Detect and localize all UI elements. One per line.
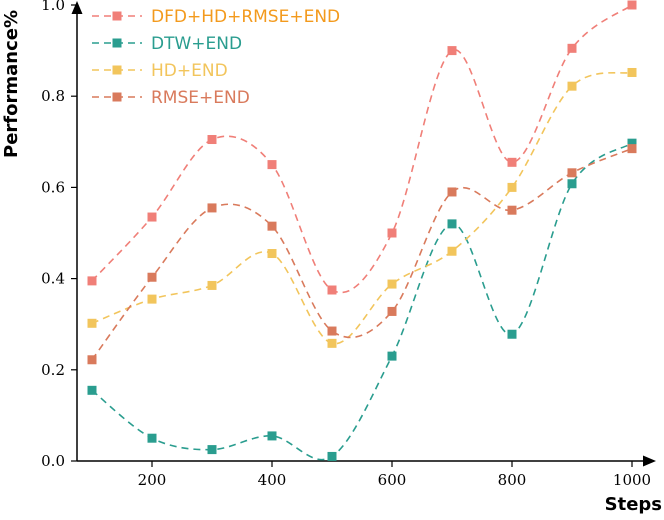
legend-marker <box>112 92 122 102</box>
y-tick-label: 0.2 <box>41 361 65 379</box>
legend-marker <box>112 11 122 21</box>
x-tick-label: 600 <box>378 471 407 489</box>
data-point <box>207 280 217 290</box>
data-point <box>567 81 577 91</box>
data-point <box>147 272 157 282</box>
legend-marker <box>112 38 122 48</box>
data-point <box>507 329 517 339</box>
data-point <box>567 43 577 53</box>
data-point <box>87 318 97 328</box>
data-point <box>327 285 337 295</box>
data-point <box>507 157 517 167</box>
data-point <box>627 0 637 10</box>
data-point <box>267 221 277 231</box>
data-point <box>207 445 217 455</box>
data-point <box>207 135 217 145</box>
x-tick-label: 200 <box>138 471 167 489</box>
legend-marker <box>112 65 122 75</box>
y-tick-label: 0.8 <box>41 87 65 105</box>
series-line-0 <box>91 4 633 294</box>
data-point <box>267 249 277 259</box>
data-point <box>147 294 157 304</box>
data-point <box>627 144 637 154</box>
series-line-1 <box>91 142 633 461</box>
legend-label: DTW+END <box>151 34 242 54</box>
x-tick-label: 400 <box>258 471 287 489</box>
axes <box>71 1 656 467</box>
data-point <box>507 205 517 215</box>
data-point <box>627 138 637 148</box>
x-tick-label: 800 <box>498 471 527 489</box>
data-point <box>387 228 397 238</box>
legend-label: RMSE+END <box>151 88 250 108</box>
data-point <box>507 182 517 192</box>
data-point <box>87 385 97 395</box>
x-tick-label: 1000 <box>613 471 651 489</box>
data-point <box>387 351 397 361</box>
y-tick-label: 0.6 <box>41 178 65 196</box>
data-point <box>267 160 277 170</box>
legend: DFD+HD+RMSE+END DTW+END HD+END RMSE+END <box>92 7 340 108</box>
series-markers <box>87 0 637 461</box>
x-axis-arrow-icon <box>643 455 656 467</box>
x-axis-title: Steps <box>605 494 662 515</box>
data-point <box>207 203 217 213</box>
series-line-2 <box>91 71 633 345</box>
data-point <box>627 67 637 77</box>
data-point <box>387 279 397 289</box>
legend-label: DFD+HD+RMSE+END <box>151 7 340 27</box>
data-point <box>387 306 397 316</box>
data-point <box>447 219 457 229</box>
data-point <box>87 276 97 286</box>
data-point <box>87 355 97 365</box>
data-point <box>147 212 157 222</box>
y-tick-label: 1.0 <box>41 0 65 14</box>
data-point <box>327 338 337 348</box>
y-tick-label: 0.0 <box>41 452 65 470</box>
data-point <box>447 246 457 256</box>
data-point <box>567 168 577 178</box>
y-axis-arrow-icon <box>71 1 83 14</box>
series-line-3 <box>91 147 633 361</box>
data-point <box>447 187 457 197</box>
data-point <box>447 46 457 56</box>
data-point <box>267 431 277 441</box>
data-point <box>567 179 577 189</box>
y-axis-title: Performance% <box>1 10 22 158</box>
data-point <box>147 433 157 443</box>
y-tick-label: 0.4 <box>41 270 65 288</box>
data-point <box>327 326 337 336</box>
ticks: 200 400 600 800 1000 0.0 0.2 0.4 0.6 0.8 1.0 <box>41 0 651 489</box>
legend-label: HD+END <box>151 61 228 81</box>
data-point <box>327 451 337 461</box>
